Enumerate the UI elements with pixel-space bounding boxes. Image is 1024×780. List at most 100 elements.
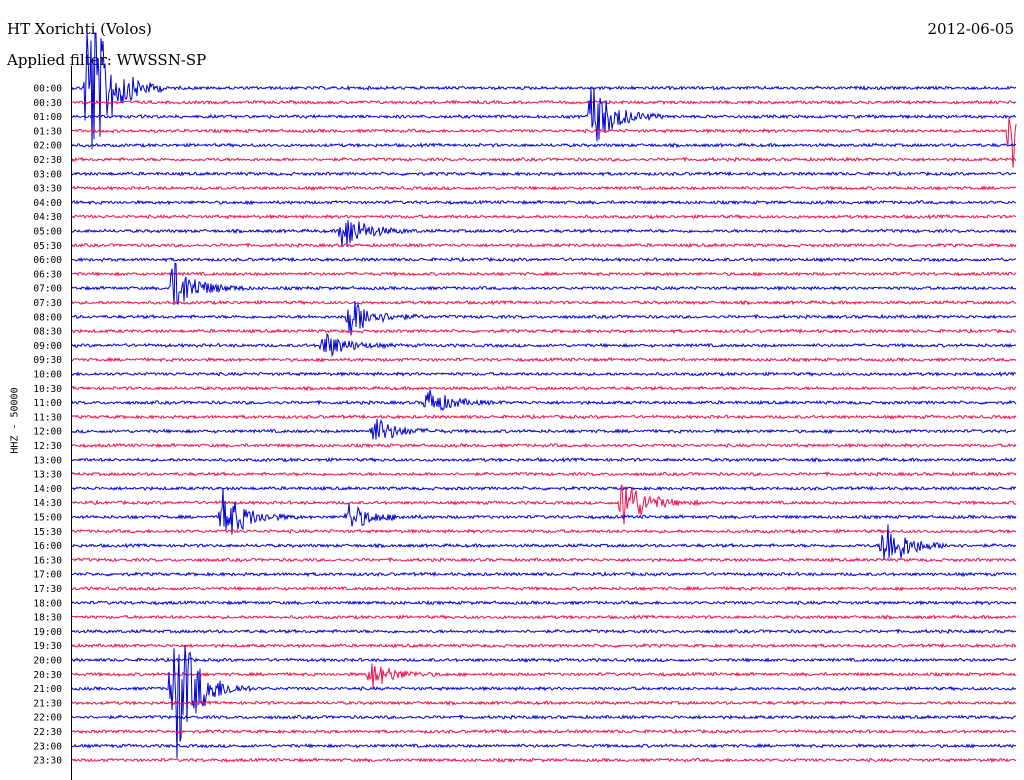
time-label: 07:00 <box>33 284 62 295</box>
time-label: 17:00 <box>33 570 62 581</box>
trace-line <box>71 270 1017 277</box>
time-label: 07:30 <box>33 298 62 309</box>
trace-line <box>71 156 1017 163</box>
trace-line <box>71 645 1017 759</box>
time-label: 06:30 <box>33 269 62 280</box>
time-label: 16:30 <box>33 555 62 566</box>
trace-line <box>71 556 1017 563</box>
trace-line <box>71 614 1017 621</box>
time-label: 18:30 <box>33 613 62 624</box>
trace-line <box>71 714 1017 721</box>
time-label: 03:30 <box>33 184 62 195</box>
station-title: HT Xorichti (Volos) <box>7 20 152 38</box>
filter-label: Applied filter: WWSSN-SP <box>7 51 207 69</box>
trace-line <box>71 199 1017 206</box>
trace-line <box>71 642 1017 649</box>
trace-line <box>71 220 1017 248</box>
trace-line <box>71 300 1017 336</box>
trace-line <box>71 699 1017 707</box>
time-label: 17:30 <box>33 584 62 595</box>
trace-line <box>71 371 1017 378</box>
time-label: 08:30 <box>33 327 62 338</box>
time-label: 01:00 <box>33 112 62 123</box>
trace-line <box>71 99 1017 106</box>
time-label: 22:00 <box>33 713 62 724</box>
trace-line <box>71 599 1017 606</box>
trace-line <box>71 442 1017 449</box>
time-label: 05:00 <box>33 227 62 238</box>
time-label: 02:00 <box>33 141 62 152</box>
trace-line <box>71 656 1017 663</box>
time-label: 18:00 <box>33 598 62 609</box>
trace-line <box>71 31 1017 150</box>
time-label: 04:30 <box>33 212 62 223</box>
time-label: 13:00 <box>33 455 62 466</box>
trace-line <box>71 299 1017 306</box>
trace-line <box>71 487 1017 535</box>
time-label: 00:30 <box>33 98 62 109</box>
time-label: 11:00 <box>33 398 62 409</box>
time-labels: 00:00 00:30 01:00 01:30 02:00 02:30 03:00 03:30… <box>33 84 62 767</box>
trace-line <box>71 213 1017 220</box>
time-label: 05:30 <box>33 241 62 252</box>
time-label: 15:00 <box>33 513 62 524</box>
time-label: 19:00 <box>33 627 62 638</box>
trace-line <box>71 418 1017 440</box>
time-label: 12:30 <box>33 441 62 452</box>
time-label: 23:00 <box>33 741 62 752</box>
time-label: 21:30 <box>33 698 62 709</box>
trace-line <box>71 327 1017 335</box>
time-label: 02:30 <box>33 155 62 166</box>
trace-line <box>71 385 1017 392</box>
time-label: 21:00 <box>33 684 62 695</box>
time-label: 23:30 <box>33 756 62 767</box>
time-label: 11:30 <box>33 412 62 423</box>
trace-line <box>71 524 1017 560</box>
trace-line <box>71 456 1017 463</box>
trace-line <box>71 470 1017 478</box>
time-label: 15:30 <box>33 527 62 538</box>
trace-line <box>71 570 1017 578</box>
time-label: 19:30 <box>33 641 62 652</box>
time-label: 09:00 <box>33 341 62 352</box>
time-label: 20:30 <box>33 670 62 681</box>
seismogram-traces <box>71 31 1017 764</box>
time-label: 20:00 <box>33 656 62 667</box>
trace-line <box>71 413 1017 420</box>
time-label: 14:30 <box>33 498 62 509</box>
trace-line <box>71 663 1017 688</box>
trace-line <box>71 757 1016 764</box>
time-label: 10:00 <box>33 370 62 381</box>
time-label: 22:30 <box>33 727 62 738</box>
time-label: 00:00 <box>33 84 62 95</box>
trace-line <box>71 356 1017 363</box>
trace-line <box>71 389 1017 412</box>
trace-line <box>71 728 1017 735</box>
trace-line <box>71 117 1017 168</box>
time-label: 04:00 <box>33 198 62 209</box>
trace-line <box>71 485 1017 492</box>
trace-line <box>71 87 1017 142</box>
time-label: 10:30 <box>33 384 62 395</box>
time-label: 08:00 <box>33 312 62 323</box>
time-label: 06:00 <box>33 255 62 266</box>
trace-line <box>71 585 1017 592</box>
trace-line <box>71 332 1017 358</box>
time-label: 09:30 <box>33 355 62 366</box>
time-label: 13:30 <box>33 470 62 481</box>
trace-line <box>71 262 1017 306</box>
trace-line <box>71 528 1017 535</box>
trace-line <box>71 142 1017 149</box>
trace-line <box>71 628 1017 635</box>
trace-line <box>71 484 1017 525</box>
time-label: 01:30 <box>33 126 62 137</box>
trace-line <box>71 256 1017 263</box>
time-label: 12:00 <box>33 427 62 438</box>
time-label: 03:00 <box>33 169 62 180</box>
trace-line <box>71 170 1017 177</box>
trace-line <box>71 185 1017 192</box>
trace-line <box>71 742 1017 749</box>
date-label: 2012-06-05 <box>927 20 1014 38</box>
trace-line <box>71 242 1017 249</box>
